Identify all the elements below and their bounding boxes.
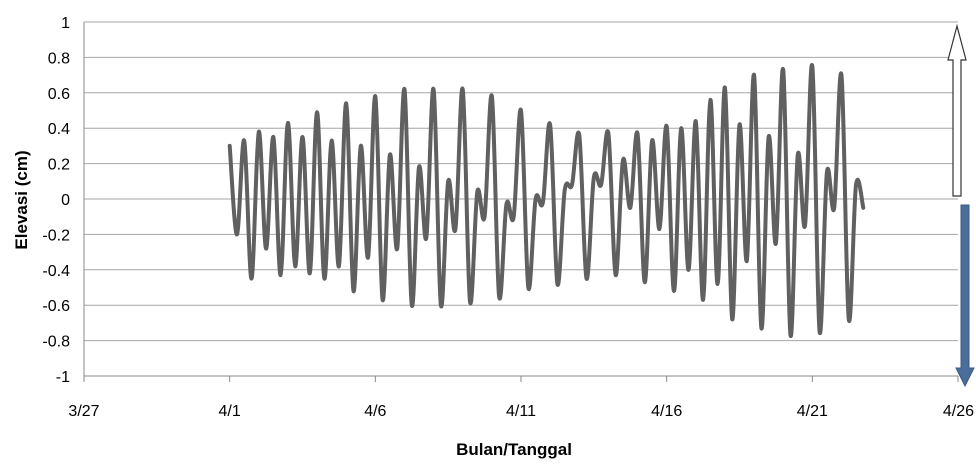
down-arrow-icon (955, 204, 975, 388)
x-tick-label-5: 4/21 (797, 403, 828, 420)
x-tick-label-0: 3/27 (68, 403, 99, 420)
side-arrows (947, 23, 975, 388)
series-line-0 (227, 63, 866, 338)
y-tick-label-10: -1 (56, 369, 70, 386)
axes (83, 22, 959, 382)
y-tick-label-3: 0.4 (48, 121, 70, 138)
y-tick-label-6: -0.2 (42, 227, 70, 244)
y-axis-title: Elevasi (cm) (12, 150, 31, 249)
y-tick-label-9: -0.8 (42, 334, 70, 351)
x-axis-title: Bulan/Tanggal (456, 440, 572, 459)
y-tick-label-5: 0 (61, 192, 70, 209)
y-tick-labels: 1 0.8 0.6 0.4 0.2 0 -0.2 -0.4 -0.6 -0.8 -1 (42, 15, 70, 386)
x-tick-label-1: 4/1 (219, 403, 241, 420)
series-group (227, 63, 866, 338)
y-tick-label-8: -0.6 (42, 298, 70, 315)
y-tick-label-1: 0.8 (48, 50, 70, 67)
y-tick-label-0: 1 (61, 15, 70, 32)
x-tick-labels: 3/27 4/1 4/6 4/11 4/16 4/21 4/26 (68, 403, 974, 420)
up-arrow-icon (947, 23, 967, 197)
x-tick-label-2: 4/6 (364, 403, 386, 420)
y-tick-label-2: 0.6 (48, 86, 70, 103)
x-tick-label-3: 4/11 (506, 403, 536, 420)
x-tick-label-6: 4/26 (943, 403, 974, 420)
x-tick-label-4: 4/16 (651, 403, 682, 420)
y-tick-label-4: 0.2 (48, 157, 70, 174)
y-tick-label-7: -0.4 (42, 263, 70, 280)
